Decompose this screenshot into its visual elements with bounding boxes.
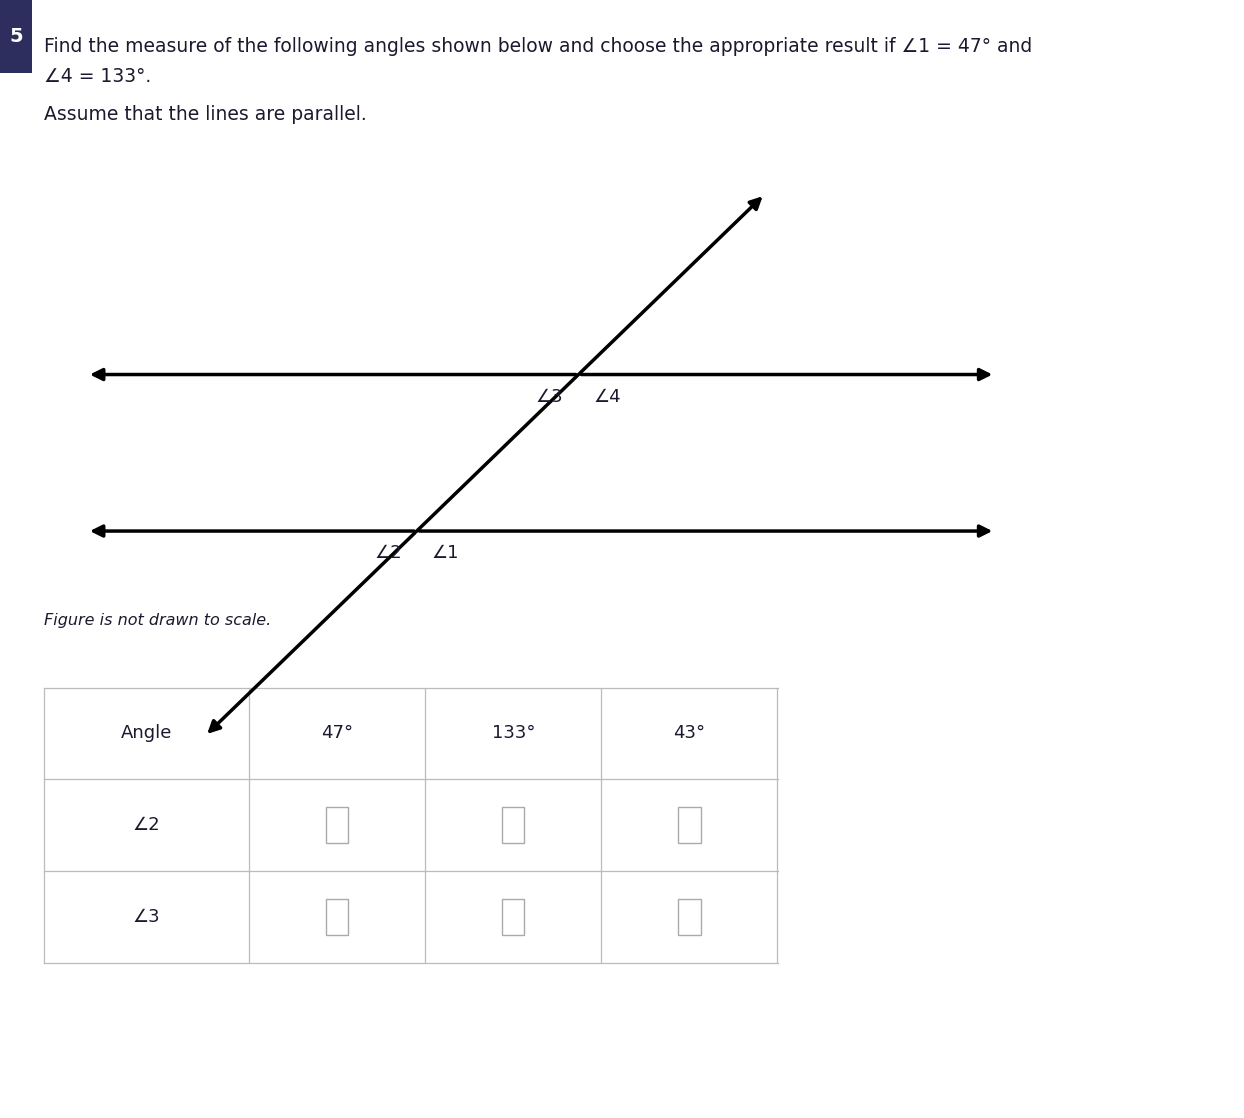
Text: Angle: Angle: [121, 724, 172, 742]
Text: ∠4: ∠4: [593, 388, 621, 406]
Text: ∠2: ∠2: [132, 816, 160, 834]
Text: 133°: 133°: [491, 724, 535, 742]
FancyBboxPatch shape: [678, 807, 700, 843]
Text: ∠2: ∠2: [374, 544, 402, 562]
FancyBboxPatch shape: [326, 899, 348, 935]
FancyBboxPatch shape: [0, 0, 32, 73]
Text: ∠1: ∠1: [432, 544, 459, 562]
Text: ∠4 = 133°.: ∠4 = 133°.: [44, 67, 151, 85]
Text: Assume that the lines are parallel.: Assume that the lines are parallel.: [44, 105, 366, 123]
FancyBboxPatch shape: [326, 807, 348, 843]
Text: 47°: 47°: [321, 724, 353, 742]
Text: 5: 5: [10, 27, 22, 46]
Text: ∠3: ∠3: [536, 388, 564, 406]
FancyBboxPatch shape: [678, 899, 700, 935]
FancyBboxPatch shape: [503, 899, 525, 935]
Text: Find the measure of the following angles shown below and choose the appropriate : Find the measure of the following angles…: [44, 38, 1031, 56]
Text: 43°: 43°: [673, 724, 705, 742]
Text: ∠3: ∠3: [132, 908, 160, 926]
Text: Figure is not drawn to scale.: Figure is not drawn to scale.: [44, 613, 271, 628]
FancyBboxPatch shape: [503, 807, 525, 843]
